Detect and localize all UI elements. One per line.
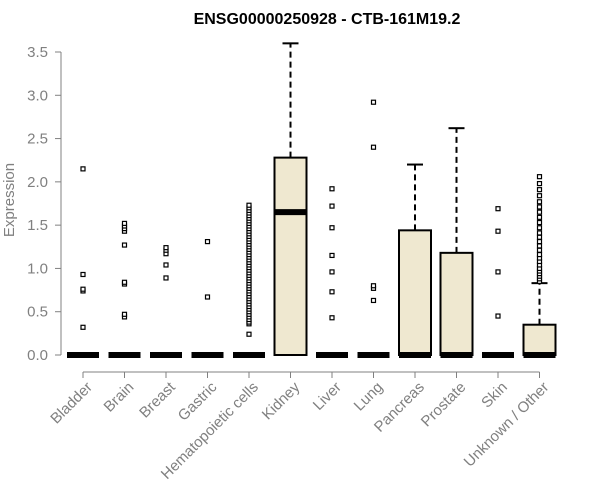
outlier-point [329, 203, 335, 209]
outlier-point [536, 225, 543, 231]
outlier-point [121, 311, 128, 317]
box-liver [316, 186, 348, 358]
box-prostate [439, 127, 474, 358]
outlier-point [495, 269, 501, 275]
box-brain [108, 220, 141, 358]
outlier-point [329, 269, 335, 275]
box-gastric [191, 238, 224, 358]
x-tick-label: Breast [136, 378, 179, 421]
x-tick-label: Brain [101, 379, 138, 416]
box-lung [357, 99, 390, 358]
y-tick-label: 1.0 [27, 260, 48, 277]
y-tick-label: 1.5 [27, 217, 48, 234]
box-pancreas [398, 163, 432, 358]
x-tick-label: Skin [478, 379, 511, 412]
x-tick-label: Kidney [259, 378, 304, 423]
outlier-point [163, 245, 169, 251]
box-bladder [67, 166, 99, 358]
outlier-point [329, 186, 335, 192]
outlier-point [536, 204, 543, 210]
outlier-point [329, 315, 335, 321]
box-rect [439, 251, 474, 357]
x-tick-label: Liver [310, 379, 345, 414]
chart-title: ENSG00000250928 - CTB-161M19.2 [194, 11, 461, 28]
outlier-point [495, 206, 501, 212]
box-hematopoietic-cells [233, 202, 265, 358]
outlier-point [204, 238, 211, 245]
outlier-point [370, 99, 377, 105]
x-tick-label: Bladder [47, 379, 96, 428]
outlier-point [329, 289, 335, 295]
box-kidney [273, 42, 308, 356]
outlier-point [536, 180, 543, 187]
outlier-point [163, 275, 169, 281]
boxes-group [67, 42, 557, 358]
outlier-point [370, 283, 377, 289]
outlier-point [80, 286, 86, 292]
outlier-point [370, 297, 377, 304]
y-axis: 0.0 0.5 1.0 1.5 2.0 2.5 3.0 3.5 [27, 44, 62, 364]
outlier-point [536, 251, 543, 258]
outlier-point [536, 187, 543, 193]
outlier-point [536, 243, 543, 249]
x-tick-label: Prostate [418, 379, 470, 431]
outlier-point [80, 324, 86, 330]
outlier-point [536, 219, 543, 226]
box-skin [482, 206, 514, 358]
box-breast [150, 245, 182, 358]
outlier-point [329, 225, 335, 231]
y-tick-label: 3.0 [27, 87, 48, 104]
outlier-point [536, 234, 543, 240]
outlier-point [536, 199, 543, 205]
y-tick-label: 3.5 [27, 44, 48, 61]
outlier-point [536, 174, 543, 180]
outlier-point [121, 220, 128, 227]
outlier-point [536, 209, 543, 215]
outlier-point [121, 242, 128, 248]
y-tick-label: 0.0 [27, 347, 48, 364]
outlier-point [121, 279, 128, 285]
outlier-point [204, 294, 211, 300]
outlier-point [536, 247, 543, 253]
outlier-point [329, 252, 335, 259]
box-rect [398, 229, 432, 356]
box-unknown-other [522, 174, 557, 358]
outlier-point [536, 193, 543, 199]
outlier-point [495, 228, 501, 234]
y-axis-label: Expression [1, 163, 18, 237]
outlier-point [536, 214, 543, 220]
y-tick-label: 0.5 [27, 304, 48, 321]
outlier-point [495, 313, 501, 319]
box-rect [273, 156, 308, 356]
outlier-point [370, 144, 377, 150]
outlier-point [163, 262, 169, 268]
outlier-point [536, 238, 543, 245]
outlier-point [246, 202, 252, 208]
outlier-point [246, 331, 252, 337]
outlier-point [80, 166, 86, 172]
box-rect [522, 323, 557, 357]
outlier-point [80, 271, 86, 278]
x-tick-label: Lung [351, 379, 387, 415]
y-tick-label: 2.5 [27, 131, 48, 148]
outlier-point [536, 230, 543, 236]
y-tick-label: 2.0 [27, 174, 48, 191]
